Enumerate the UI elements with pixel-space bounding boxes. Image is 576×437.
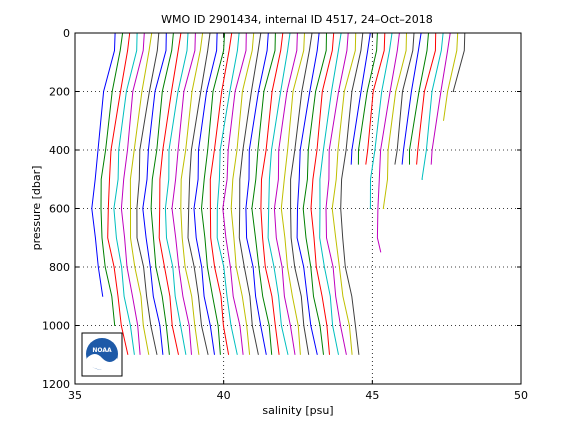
salinity-profile-line (331, 32, 357, 355)
logo-bird (87, 354, 117, 371)
salinity-profile-line (129, 32, 153, 355)
salinity-profile-line (113, 32, 138, 355)
salinity-profile-line (158, 32, 182, 355)
salinity-profile-line (382, 32, 407, 209)
salinity-profile-line (350, 32, 371, 165)
axis-ticks: 35 40 45 50 0 200 400 600 800 1000 1200 (42, 27, 528, 402)
chart-title: WMO ID 2901434, internal ID 4517, 24–Oct… (161, 13, 433, 26)
y-tick-label: 200 (49, 86, 70, 99)
salinity-profile-line (230, 32, 255, 355)
salinity-profile-line (107, 32, 131, 355)
salinity-profile-line (280, 32, 305, 355)
salinity-profile-line (238, 32, 262, 355)
x-tick-label: 40 (217, 389, 231, 402)
salinity-profile-line (251, 32, 276, 355)
salinity-profile-line (136, 32, 160, 355)
y-tick-label: 600 (49, 203, 70, 216)
salinity-profile-line (376, 32, 400, 253)
noaa-logo: NOAA (81, 332, 123, 377)
salinity-profile-line (142, 32, 167, 355)
y-tick-label: 1200 (42, 378, 70, 391)
salinity-profile-line (164, 32, 189, 355)
salinity-profile-line (443, 32, 459, 121)
y-tick-label: 400 (49, 144, 70, 157)
salinity-profile-line (296, 32, 320, 355)
salinity-profile-line (319, 32, 342, 355)
salinity-profile-line (91, 32, 116, 297)
salinity-profile-line (267, 32, 291, 355)
salinity-profile-line (409, 32, 429, 165)
salinity-profile-line (430, 32, 451, 165)
salinity-profile-line (150, 32, 174, 355)
salinity-profile-line (187, 32, 211, 355)
salinity-profile-line (222, 32, 247, 355)
y-tick-label: 800 (49, 261, 70, 274)
salinity-profiles (91, 32, 466, 355)
salinity-profile-line (290, 32, 313, 355)
x-tick-label: 45 (365, 389, 379, 402)
salinity-profile-line (421, 32, 444, 180)
salinity-profile-line (325, 32, 349, 355)
y-tick-label: 1000 (42, 320, 70, 333)
x-tick-label: 35 (68, 389, 82, 402)
salinity-profile-line (401, 32, 422, 165)
salinity-profile-line (369, 32, 393, 209)
y-axis-label: pressure [dbar] (30, 166, 43, 251)
salinity-profile-line (245, 32, 269, 355)
salinity-profile-line (340, 32, 364, 355)
salinity-profile-line (365, 32, 386, 165)
logo-mark: NOAA (92, 347, 112, 354)
salinity-profile-line (416, 32, 437, 165)
salinity-profile-line (200, 32, 226, 355)
salinity-profile-line (394, 32, 415, 165)
salinity-profile-line (100, 32, 124, 326)
salinity-profile-line (180, 32, 204, 355)
salinity-profile-line (171, 32, 196, 355)
salinity-profile-line (193, 32, 218, 355)
salinity-profile-line (452, 32, 466, 92)
salinity-profile-line (310, 32, 335, 355)
salinity-profile-line (357, 32, 378, 165)
salinity-profile-line (120, 32, 145, 355)
salinity-profile-line (302, 32, 327, 355)
salinity-profile-line (260, 32, 284, 355)
salinity-profile-line (216, 32, 240, 355)
y-tick-label: 0 (63, 27, 70, 40)
x-axis-label: salinity [psu] (262, 404, 333, 417)
x-tick-label: 50 (514, 389, 528, 402)
salinity-profile-line (273, 32, 298, 355)
salinity-profile-line (209, 32, 233, 355)
